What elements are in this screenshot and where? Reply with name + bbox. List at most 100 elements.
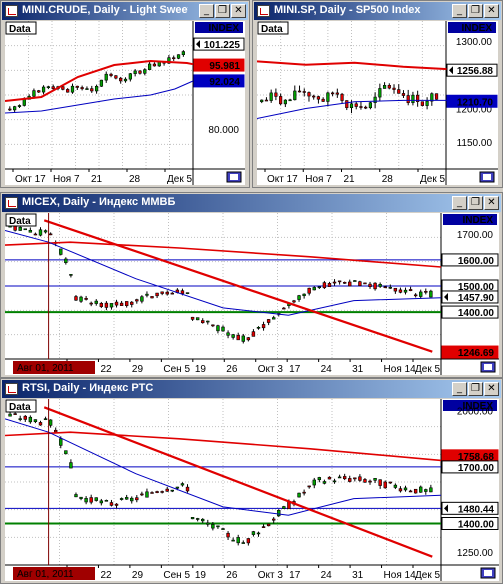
candle-body [261,324,266,329]
candle-body [130,497,134,502]
axis-tick-label: 1300.00 [456,37,493,48]
minimize-button[interactable]: _ [452,4,467,18]
candle-body [17,105,22,107]
minimize-button[interactable]: _ [452,382,467,396]
candle-body [54,429,58,433]
candle-body [84,298,88,300]
candle-body [180,483,185,486]
date-label: 21 [344,174,356,185]
candle-body [322,282,327,289]
candle-body [130,301,134,305]
date-label: Дек 5 [415,364,440,375]
candle-body [364,106,368,109]
restore-button[interactable]: ❐ [468,4,483,18]
title-bar[interactable]: MINI.SP, Daily - SP500 Index _ ❐ ✕ [254,2,501,20]
candle-body [264,99,269,102]
date-label: Ноя 7 [305,174,332,185]
svg-text:INDEX: INDEX [461,23,492,34]
chart-settings-icon[interactable] [479,171,495,183]
candle-body [236,537,240,544]
close-button[interactable]: ✕ [484,382,499,396]
candle-body [302,293,306,297]
candle-body [363,479,367,483]
svg-text:1500.00: 1500.00 [458,282,495,293]
chart-window-rtsi[interactable]: RTSI, Daily - Индекс РТС _ ❐ ✕ Data INDEX… [0,378,503,584]
close-button[interactable]: ✕ [484,4,499,18]
data-label[interactable]: Data [5,213,37,227]
chart-window-mini-crude[interactable]: MINI.CRUDE, Daily - Light Sweet Crude Oi… [0,0,250,188]
data-label[interactable]: Data [5,21,37,35]
candle-body [403,487,408,491]
candle-body [388,481,392,484]
minimize-button[interactable]: _ [452,196,467,210]
minimize-button[interactable]: _ [199,4,214,18]
candle-body [138,70,142,74]
candle-body [165,488,169,492]
index-header: INDEX [443,400,497,412]
date-label: 29 [132,570,144,581]
moving-average-line [257,60,453,71]
date-label: Дек 5 [420,174,445,185]
candle-body [288,99,292,102]
data-label[interactable]: Data [257,21,289,35]
restore-button[interactable]: ❐ [468,382,483,396]
grid [257,21,446,169]
price-chart[interactable]: Data INDEX 1300.00 1200.00 1150.00 1256.88 121… [257,21,498,185]
candle-body [342,476,347,480]
title-bar[interactable]: MICEX, Daily - Индекс ММВБ _ ❐ ✕ [2,194,501,212]
candle-body [48,419,53,426]
candle-body [408,490,413,493]
chart-window-mini-sp[interactable]: MINI.SP, Daily - SP500 Index _ ❐ ✕ Data I… [252,0,503,188]
candle-body [94,300,98,304]
candle-body [140,493,144,496]
restore-button[interactable]: ❐ [215,4,230,18]
candle-body [403,289,408,293]
candle-body [206,320,210,323]
candle-body [378,88,382,98]
date-label: Дек 5 [415,570,440,581]
date-label: 22 [100,570,112,581]
price-chart[interactable]: Data INDEX 80.000 101.225 95.981 92.024 Окт 17… [5,21,245,185]
candle-body [211,324,215,327]
moving-average-line [5,80,194,114]
candle-body [119,77,123,82]
candle-body [261,526,266,528]
title-bar[interactable]: RTSI, Daily - Индекс РТС _ ❐ ✕ [2,380,501,398]
candle-body [175,486,180,489]
chart-app-icon [5,5,18,17]
candle-body [28,416,33,423]
candle-body [260,99,264,103]
close-button[interactable]: ✕ [231,4,246,18]
candle-body [94,85,99,92]
candle-body [104,500,109,502]
chart-settings-icon[interactable] [226,171,242,183]
trend-line[interactable] [43,219,433,353]
chart-settings-icon[interactable] [480,567,496,579]
price-tag: 1600.00 [441,253,499,267]
candles [8,50,185,113]
candle-body [70,85,75,93]
svg-text:1457.90: 1457.90 [458,293,495,304]
candle-body [185,486,190,492]
svg-text:1256.88: 1256.88 [457,66,494,77]
candle-body [109,73,113,76]
restore-button[interactable]: ❐ [468,196,483,210]
candle-body [317,286,322,289]
price-tag: 1400.00 [441,305,499,319]
svg-text:Data: Data [9,216,31,227]
title-bar[interactable]: MINI.CRUDE, Daily - Light Sweet Crude Oi… [2,2,248,20]
candle-body [109,303,114,308]
date-label: 26 [226,570,238,581]
candle-body [128,73,132,80]
candle-body [69,274,73,276]
chart-window-micex[interactable]: MICEX, Daily - Индекс ММВБ _ ❐ ✕ Data IND… [0,192,503,378]
candle-body [124,301,129,306]
candle-body [64,258,68,263]
candle-body [340,93,344,101]
close-button[interactable]: ✕ [484,196,499,210]
chart-settings-icon[interactable] [480,361,496,373]
data-label[interactable]: Data [5,399,37,413]
trend-line[interactable] [43,406,433,558]
